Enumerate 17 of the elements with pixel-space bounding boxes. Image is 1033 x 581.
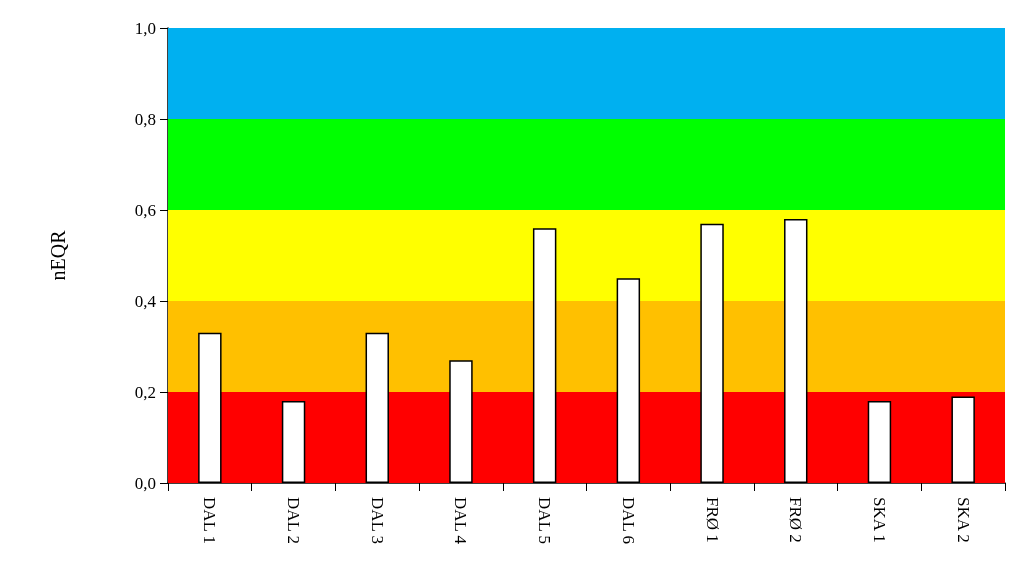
x-tick-label: DAL 6 — [618, 497, 638, 545]
y-tick-label: 0,0 — [134, 473, 156, 493]
x-tick-label: SKA 1 — [869, 497, 889, 543]
x-tick-label: DAL 5 — [535, 497, 555, 545]
y-tick-label: 0,4 — [134, 291, 157, 311]
x-tick-label: FRØ 2 — [786, 497, 806, 543]
x-tick-label: DAL 1 — [200, 497, 220, 545]
x-tick-label: DAL 4 — [451, 497, 471, 545]
y-tick-label: 0,6 — [134, 200, 156, 220]
x-tick-label: FRØ 1 — [702, 497, 722, 543]
x-tick-label: DAL 2 — [284, 497, 304, 545]
y-axis-title: nEQR — [47, 229, 69, 281]
y-tick-label: 0,2 — [134, 382, 156, 402]
x-tick-label: SKA 2 — [953, 497, 973, 543]
x-tick-label: DAL 3 — [367, 497, 387, 545]
y-tick-label: 1,0 — [134, 18, 156, 38]
y-tick-label: 0,8 — [134, 109, 156, 129]
